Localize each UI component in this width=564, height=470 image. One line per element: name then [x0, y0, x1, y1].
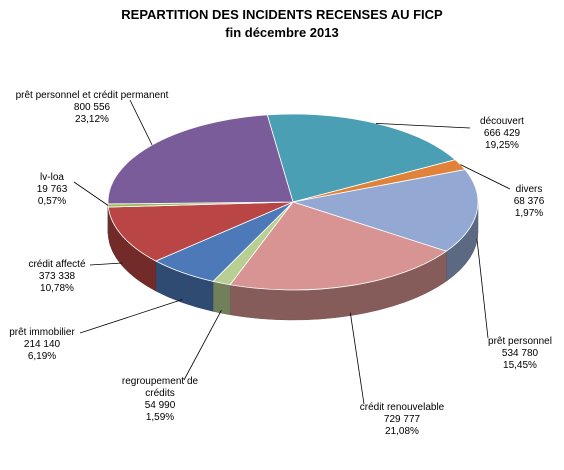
pie-slice-2: [292, 169, 479, 252]
pie-side-4: [212, 281, 231, 316]
label-name: prêt personnel et crédit permanent: [15, 90, 169, 101]
pie-side-walls: [107, 201, 479, 321]
leader-line-6: [89, 262, 123, 266]
leader-line-4: [183, 309, 222, 381]
label-pret-personnel: prêt personnel 534 780 15,45%: [478, 336, 562, 372]
label-percent: 23,12%: [75, 114, 109, 125]
pie-slice-0: [266, 113, 457, 203]
label-name: prêt immobilier: [9, 327, 75, 338]
label-percent: 21,08%: [385, 426, 419, 437]
leader-line-1: [460, 164, 511, 190]
label-lv-loa: lv-loa 19 763 0,57%: [22, 172, 82, 208]
label-decouvert: découvert 666 429 19,25%: [466, 116, 538, 152]
leader-line-8: [129, 99, 153, 146]
label-regroupement-credits: regroupement de crédits 54 990 1,59%: [114, 376, 206, 424]
label-name: crédit renouvelable: [359, 402, 445, 413]
label-percent: 1,97%: [514, 208, 544, 219]
label-value: 373 338: [38, 271, 76, 282]
label-value: 729 777: [383, 414, 421, 425]
label-value: 666 429: [483, 128, 521, 139]
leader-line-2: [476, 238, 489, 339]
chart-subtitle: fin décembre 2013: [225, 25, 339, 40]
label-value: 68 376: [513, 196, 545, 207]
chart-title: REPARTITION DES INCIDENTS RECENSES AU FI…: [121, 7, 443, 22]
label-value: 19 763: [36, 184, 68, 195]
label-percent: 10,78%: [40, 283, 74, 294]
pie-slice-6: [107, 201, 294, 262]
label-percent: 6,19%: [27, 351, 57, 362]
label-pret-personnel-credit-permanent: prêt personnel et crédit permanent 800 5…: [14, 90, 170, 126]
label-pret-immobilier: prêt immobilier 214 140 6,19%: [4, 327, 80, 363]
label-credit-renouvelable: crédit renouvelable 729 777 21,08%: [346, 402, 458, 438]
pie-slices: [107, 113, 479, 291]
label-value: 214 140: [23, 339, 61, 350]
label-value: 54 990: [144, 400, 176, 411]
leader-line-5: [79, 299, 183, 334]
label-percent: 19,25%: [485, 140, 519, 151]
label-credit-affecte: crédit affecté 373 338 10,78%: [22, 259, 92, 295]
label-divers: divers 68 376 1,97%: [504, 184, 554, 220]
leader-line-3: [349, 312, 365, 405]
label-name: crédit affecté: [28, 259, 86, 270]
label-name: lv-loa: [40, 172, 64, 183]
label-percent: 1,59%: [145, 412, 175, 423]
label-value: 800 556: [73, 102, 111, 113]
label-percent: 15,45%: [503, 360, 537, 371]
label-name: prêt personnel: [488, 336, 552, 347]
label-name: divers: [515, 184, 543, 195]
label-percent: 0,57%: [37, 196, 67, 207]
label-name: regroupement de crédits: [121, 376, 199, 399]
leader-lines: [73, 99, 511, 405]
pie-slice-3: [229, 201, 448, 291]
label-name: découvert: [480, 116, 524, 127]
leader-line-7: [73, 181, 109, 206]
pie-slice-8: [107, 114, 294, 205]
label-value: 534 780: [501, 348, 539, 359]
leader-line-0: [375, 122, 471, 129]
